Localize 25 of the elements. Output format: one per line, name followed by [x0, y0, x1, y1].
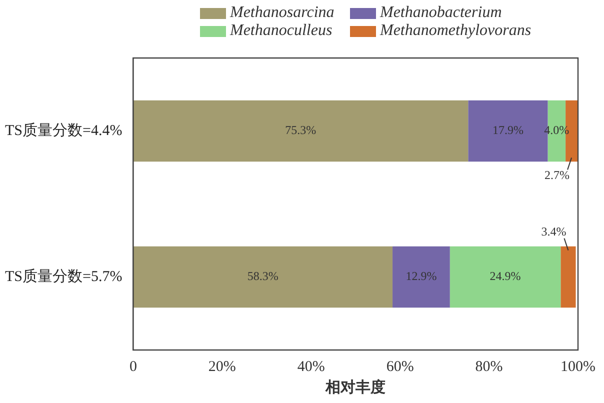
data-label: 2.7% [544, 168, 570, 182]
legend-label: Methanosarcina [230, 4, 334, 22]
y-tick-label: TS质量分数=4.4% [4, 122, 122, 139]
x-axis-title: 相对丰度 [324, 378, 386, 396]
x-tick-label: 0 [129, 358, 137, 375]
x-tick-label: 80% [475, 358, 503, 375]
data-label: 12.9% [406, 269, 437, 284]
x-tick-label: 60% [386, 358, 414, 375]
bar [450, 246, 561, 308]
x-tick-label: 100% [560, 358, 596, 375]
legend-label: Methanobacterium [380, 4, 502, 22]
x-tick-label: 20% [208, 358, 236, 375]
bar [560, 246, 576, 308]
y-tick-label: TS质量分数=5.7% [4, 268, 122, 285]
data-label: 75.3% [285, 123, 316, 138]
bar [133, 246, 393, 308]
bar [133, 100, 468, 162]
data-label: 24.9% [490, 269, 521, 284]
x-tick-label: 40% [297, 358, 325, 375]
data-label: 3.4% [541, 224, 566, 238]
legend-label: Methanoculleus [230, 22, 332, 40]
bar [392, 246, 450, 308]
legend-label: Methanomethylovorans [380, 22, 532, 40]
data-label: 17.9% [492, 123, 524, 138]
data-label: 58.3% [247, 269, 278, 284]
